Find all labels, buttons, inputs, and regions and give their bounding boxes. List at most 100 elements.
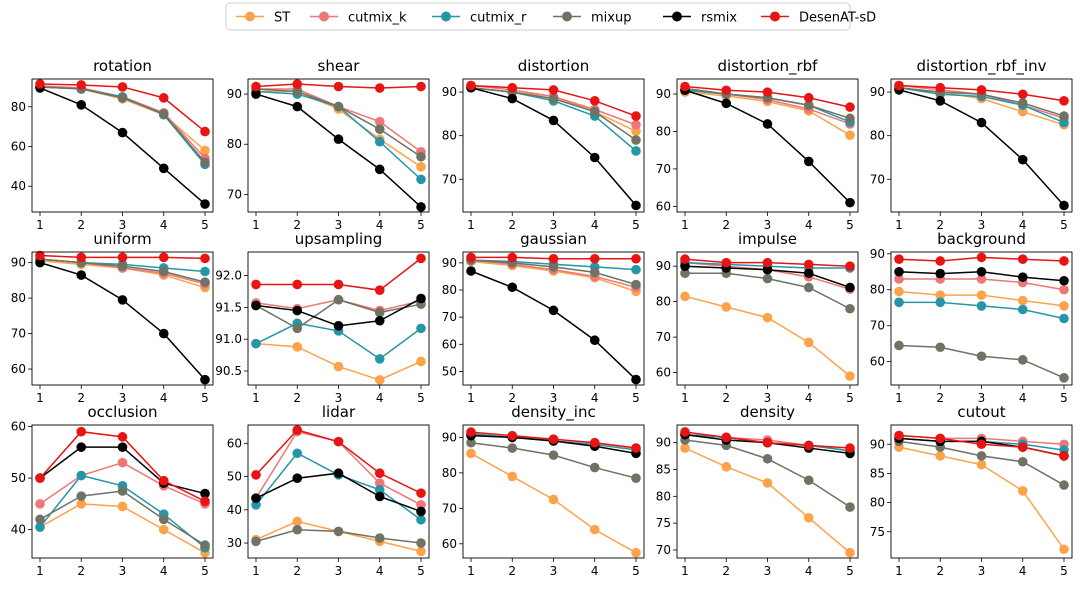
data-point bbox=[251, 89, 261, 99]
series-DesenAT-sD bbox=[466, 80, 641, 121]
data-point bbox=[117, 127, 128, 138]
data-point bbox=[333, 321, 344, 331]
data-point bbox=[507, 93, 518, 104]
y-tick-label: 70 bbox=[227, 187, 242, 201]
data-point bbox=[631, 264, 641, 275]
data-point bbox=[631, 200, 641, 211]
data-point bbox=[466, 266, 476, 276]
data-point bbox=[1017, 486, 1028, 496]
data-point bbox=[1017, 442, 1028, 452]
series-cutmix_k bbox=[251, 84, 426, 157]
data-point bbox=[333, 279, 344, 290]
series-DesenAT-sD bbox=[251, 425, 426, 498]
y-tick-label: 80 bbox=[11, 291, 26, 305]
series-rsmix bbox=[894, 266, 1069, 286]
series-DesenAT-sD bbox=[466, 252, 641, 264]
subplot-cutout: cutout 1 2 3 4 5 75 80 85 90 bbox=[870, 403, 1073, 578]
y-tick-label: 70 bbox=[442, 172, 457, 186]
x-tick-label: 4 bbox=[1019, 218, 1027, 232]
data-point bbox=[935, 451, 946, 461]
data-point bbox=[548, 305, 559, 316]
data-point bbox=[935, 82, 946, 93]
data-point bbox=[76, 100, 87, 110]
y-tick-label: 40 bbox=[227, 503, 242, 517]
x-tick-label: 3 bbox=[550, 391, 558, 405]
x-tick-label: 2 bbox=[77, 391, 85, 405]
series-rsmix bbox=[251, 468, 426, 517]
x-tick-label: 2 bbox=[936, 218, 944, 232]
legend-swatch-marker bbox=[245, 11, 255, 22]
data-point bbox=[721, 432, 732, 443]
x-tick-label: 4 bbox=[805, 218, 813, 232]
data-point bbox=[1059, 111, 1069, 121]
data-point bbox=[1059, 96, 1069, 106]
data-point bbox=[721, 85, 732, 96]
x-tick-label: 4 bbox=[805, 564, 813, 578]
data-point bbox=[466, 80, 476, 91]
data-point bbox=[680, 254, 690, 264]
axes-frame bbox=[247, 424, 430, 559]
y-tick-label: 60 bbox=[656, 199, 671, 213]
data-point bbox=[803, 100, 814, 111]
y-tick-label: 70 bbox=[442, 501, 457, 515]
data-point bbox=[631, 119, 641, 130]
data-point bbox=[976, 252, 987, 263]
series-line bbox=[684, 89, 851, 204]
subplot-gaussian: gaussian 1 2 3 4 5 50 60 70 80 90 bbox=[442, 230, 645, 405]
series-ST bbox=[894, 286, 1069, 311]
axes-frame bbox=[462, 251, 645, 386]
series-rsmix bbox=[680, 85, 855, 208]
y-tick-label: 90 bbox=[870, 437, 885, 451]
y-tick-label: 70 bbox=[442, 310, 457, 324]
subplot-title: background bbox=[937, 230, 1026, 248]
y-tick-label: 80 bbox=[656, 295, 671, 309]
data-point bbox=[935, 268, 946, 279]
y-tick-label: 75 bbox=[656, 516, 671, 530]
series-line bbox=[39, 87, 206, 205]
axes-frame bbox=[247, 78, 430, 213]
x-tick-label: 1 bbox=[36, 564, 44, 578]
x-tick-label: 2 bbox=[77, 218, 85, 232]
legend-entry-DesenAT-sD: DesenAT-sD bbox=[761, 11, 876, 26]
data-point bbox=[680, 81, 690, 92]
data-point bbox=[374, 307, 385, 318]
x-tick-label: 2 bbox=[293, 391, 301, 405]
data-point bbox=[507, 82, 518, 93]
data-point bbox=[894, 266, 904, 277]
data-point bbox=[589, 253, 600, 264]
data-point bbox=[631, 111, 641, 121]
data-point bbox=[117, 252, 128, 263]
data-point bbox=[589, 106, 600, 117]
x-tick-label: 3 bbox=[119, 391, 127, 405]
legend-frame bbox=[225, 2, 851, 31]
y-tick-label: 70 bbox=[870, 319, 885, 333]
data-point bbox=[894, 297, 904, 308]
data-point bbox=[976, 290, 987, 300]
subplot-title: occlusion bbox=[87, 403, 157, 421]
y-tick-label: 60 bbox=[870, 355, 885, 369]
data-point bbox=[158, 514, 169, 525]
data-point bbox=[507, 471, 518, 482]
x-tick-label: 2 bbox=[936, 564, 944, 578]
y-tick-label: 50 bbox=[11, 471, 26, 485]
x-tick-label: 4 bbox=[376, 391, 384, 405]
data-point bbox=[976, 301, 987, 311]
x-tick-label: 5 bbox=[417, 391, 425, 405]
x-tick-label: 4 bbox=[376, 218, 384, 232]
data-point bbox=[292, 86, 303, 97]
data-point bbox=[200, 199, 210, 209]
series-mixup bbox=[466, 437, 641, 484]
data-point bbox=[762, 312, 773, 323]
x-tick-label: 3 bbox=[335, 564, 343, 578]
data-point bbox=[333, 526, 344, 537]
series-line bbox=[898, 89, 1065, 206]
data-point bbox=[680, 261, 690, 271]
data-point bbox=[76, 491, 87, 501]
data-point bbox=[292, 342, 303, 352]
data-point bbox=[200, 374, 210, 385]
data-point bbox=[158, 328, 169, 339]
subplot-background: background 1 2 3 4 5 60 70 80 90 bbox=[870, 230, 1073, 405]
data-point bbox=[251, 500, 261, 510]
data-point bbox=[680, 291, 690, 302]
